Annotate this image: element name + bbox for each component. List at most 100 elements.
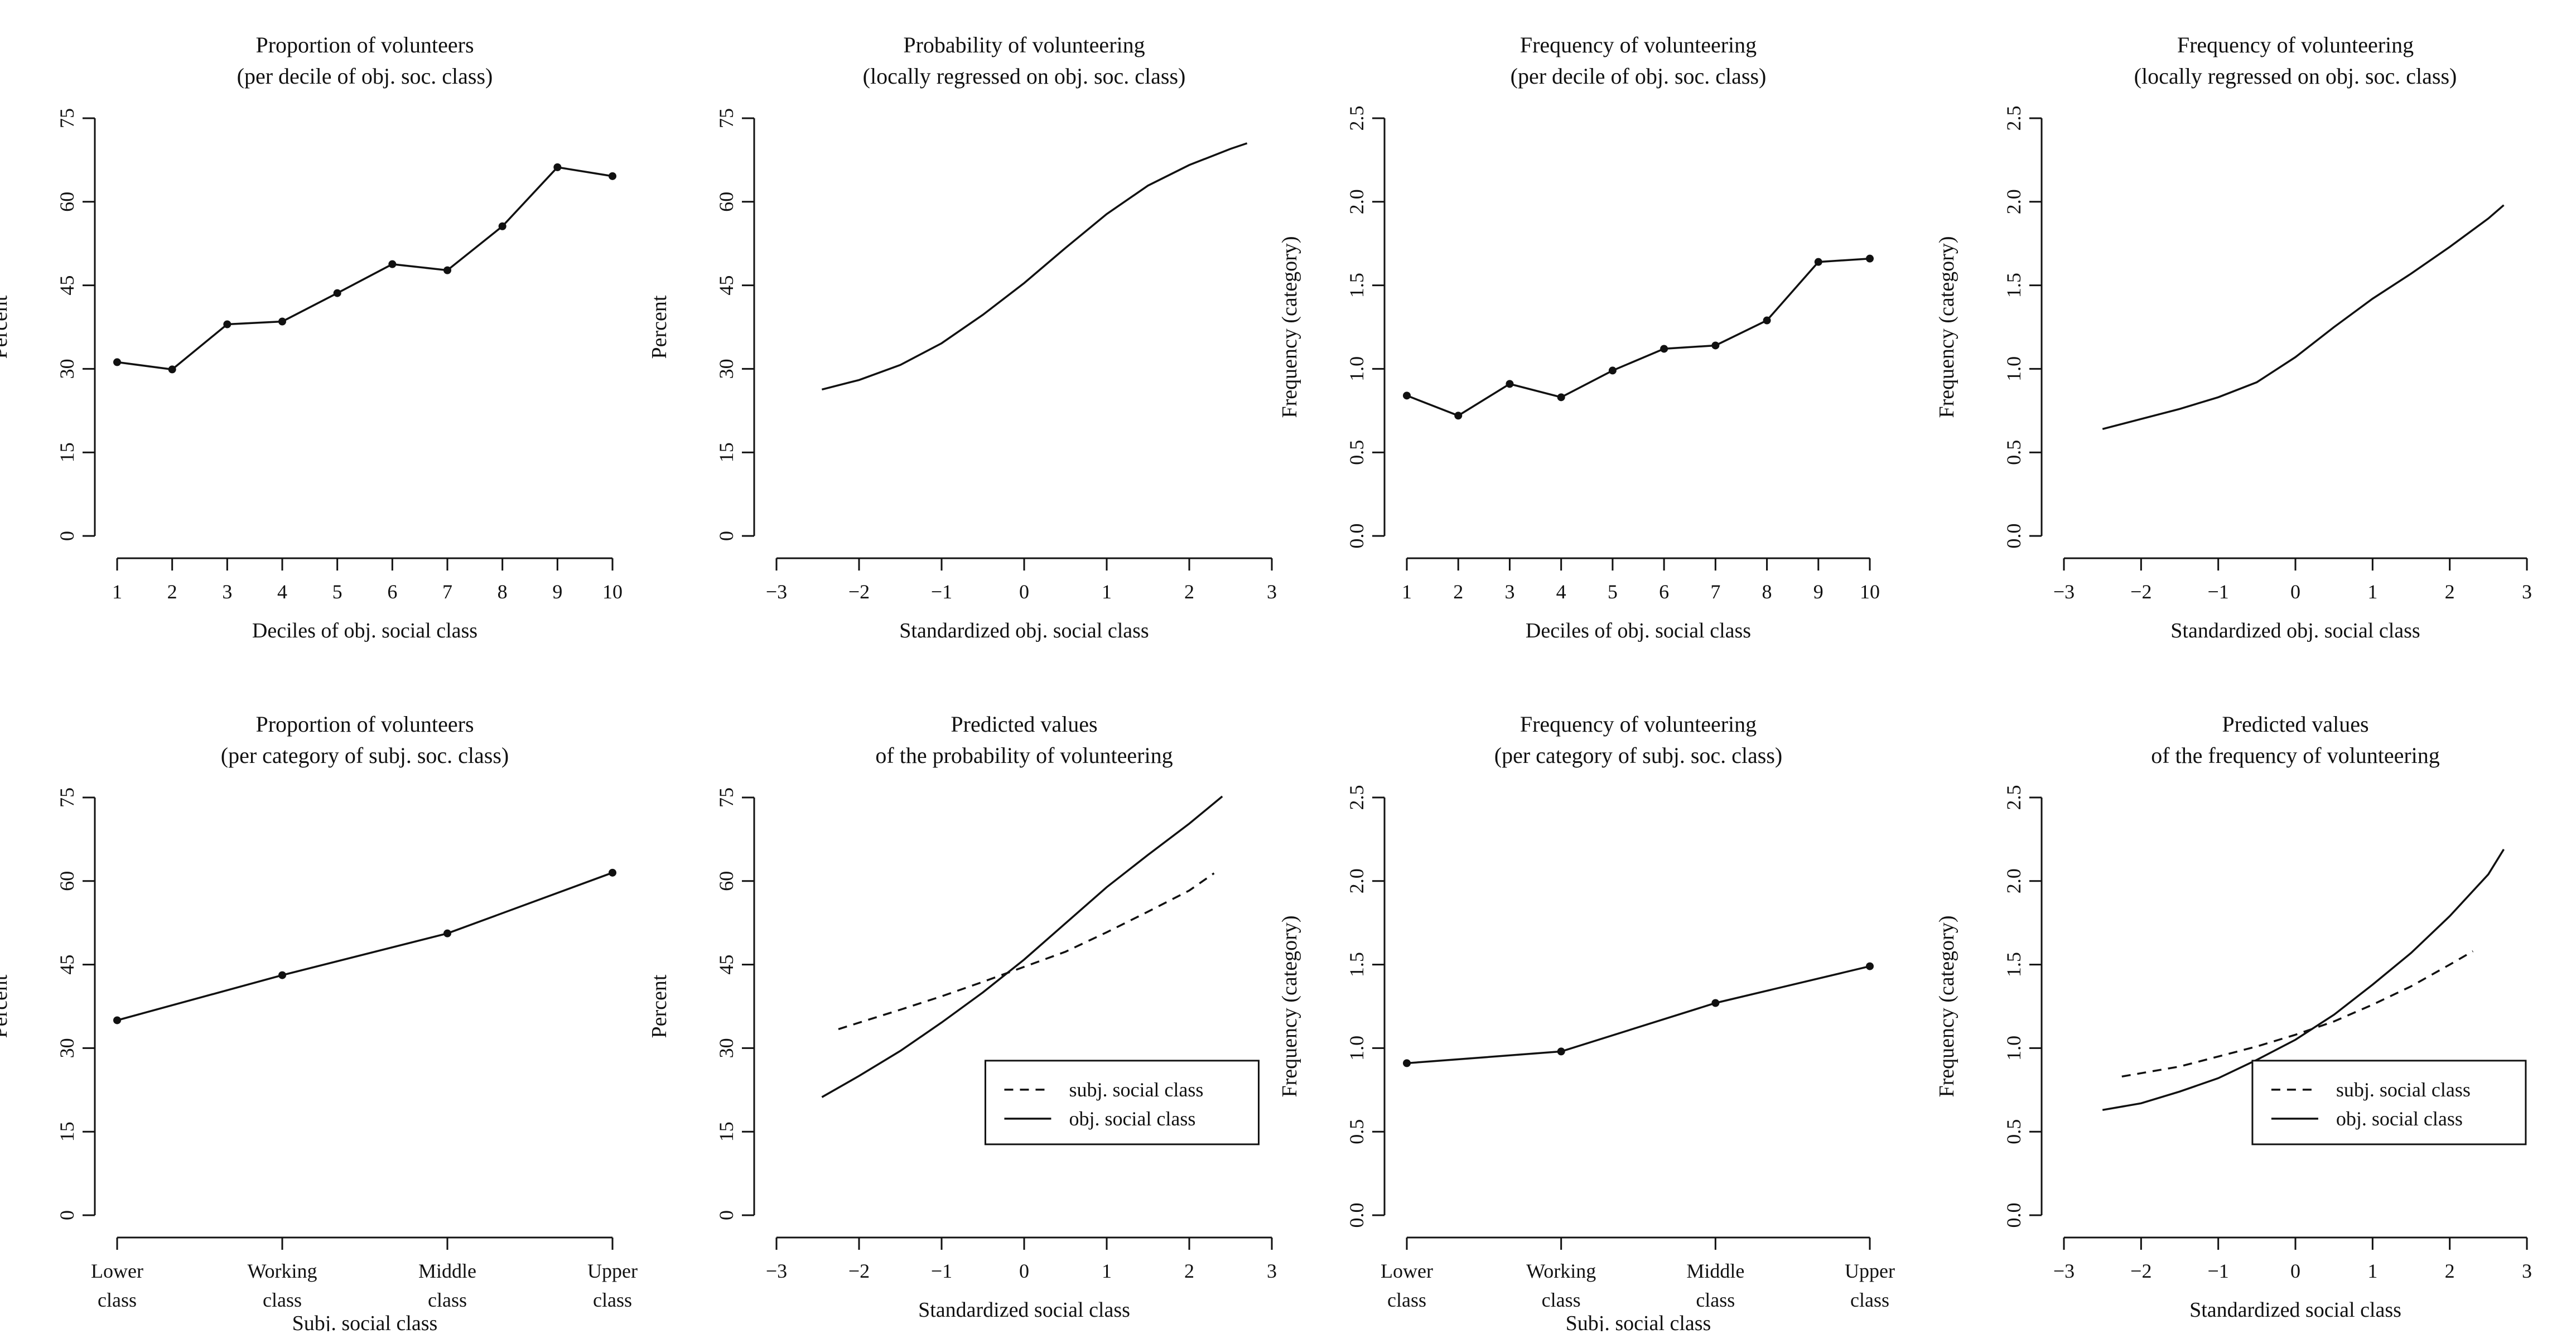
y-tick-label: 45 (56, 955, 78, 975)
x-tick-label: 1 (2367, 581, 2377, 603)
data-point (1557, 1047, 1565, 1056)
chart-title-line: Frequency of volunteering (2177, 32, 2414, 57)
x-tick-label: class (593, 1289, 632, 1311)
y-tick-label: 30 (56, 1038, 78, 1058)
y-tick-label: 0 (715, 531, 737, 541)
x-tick-label: −1 (2208, 581, 2229, 603)
data-point (113, 358, 121, 366)
data-point (223, 320, 231, 328)
y-tick-label: 1.0 (1345, 1036, 1368, 1061)
y-tick-label: 2.5 (1345, 106, 1368, 131)
y-axis-label: Percent (648, 295, 671, 359)
x-tick-label: 3 (1504, 581, 1514, 603)
chart-panel-5: Proportion of volunteers (per category of… (0, 712, 638, 1334)
data-point (388, 260, 397, 268)
chart-title-line: Proportion of volunteers (255, 712, 474, 737)
y-tick-label: 0.5 (1345, 1119, 1368, 1144)
y-tick-label: 0.5 (1345, 440, 1368, 465)
y-axis-label: Frequency (category) (1935, 915, 1958, 1097)
x-tick-label: class (1387, 1289, 1426, 1311)
y-tick-label: 2.5 (2003, 106, 2025, 131)
x-axis-label: Deciles of obj. social class (252, 619, 477, 642)
y-tick-label: 75 (56, 787, 78, 808)
data-point (1866, 254, 1874, 263)
x-tick-label: Middle (1686, 1260, 1744, 1282)
series-line-1 (117, 166, 613, 371)
chart-panel-1: Proportion of volunteers (per decile of o… (0, 32, 623, 642)
data-point (553, 163, 562, 171)
y-tick-label: 1.5 (2003, 952, 2025, 977)
data-point (333, 289, 341, 297)
chart-title-line: (per decile of obj. soc. class) (237, 64, 493, 89)
y-axis-label: Percent (648, 974, 671, 1038)
data-point (1454, 412, 1463, 420)
x-tick-label: Working (247, 1260, 317, 1282)
x-tick-label: 9 (1813, 581, 1824, 603)
y-tick-label: 1.0 (1345, 356, 1368, 381)
y-tick-label: 60 (56, 871, 78, 891)
x-tick-label: −1 (931, 581, 952, 603)
x-tick-label: Upper (587, 1260, 638, 1282)
data-point (1711, 341, 1720, 350)
x-tick-label: 2 (1184, 1260, 1194, 1282)
x-tick-label: −3 (766, 1260, 787, 1282)
chart-title-line: Probability of volunteering (903, 32, 1145, 57)
x-tick-label: class (428, 1289, 467, 1311)
y-tick-label: 0.0 (1345, 524, 1368, 549)
x-tick-label: 7 (1710, 581, 1720, 603)
series-line-1 (1406, 257, 1870, 417)
x-tick-label: 3 (2522, 1260, 2532, 1282)
x-tick-label: Upper (1845, 1260, 1895, 1282)
y-tick-label: 60 (56, 192, 78, 212)
x-tick-label: class (1850, 1289, 1889, 1311)
data-point (278, 317, 286, 326)
y-tick-label: 1.5 (1345, 952, 1368, 977)
chart-title-line: Frequency of volunteering (1520, 712, 1757, 737)
chart-title-line: (per category of subj. soc. class) (221, 743, 509, 768)
y-tick-label: 2.0 (2003, 868, 2025, 893)
x-axis-label: Standardized social class (918, 1298, 1130, 1322)
x-tick-label: 5 (332, 581, 342, 603)
chart-title-line: Predicted values (951, 712, 1097, 737)
y-tick-label: 2.5 (1345, 785, 1368, 810)
y-tick-label: 15 (715, 442, 737, 462)
x-tick-label: 4 (1556, 581, 1566, 603)
x-tick-label: 5 (1608, 581, 1618, 603)
y-tick-label: 45 (715, 955, 737, 975)
series-line-obj-social-class (821, 795, 1223, 1098)
y-tick-label: 30 (715, 1038, 737, 1058)
x-tick-label: class (1696, 1289, 1735, 1311)
x-tick-label: 8 (1762, 581, 1772, 603)
data-point (443, 266, 451, 274)
series-line-1 (1406, 965, 1870, 1065)
x-tick-label: −3 (766, 581, 787, 603)
y-tick-label: 0.5 (2003, 440, 2025, 465)
chart-panel-3: Frequency of volunteering (per decile of … (1278, 32, 1880, 642)
x-tick-label: 8 (498, 581, 508, 603)
x-tick-label: 2 (2445, 581, 2455, 603)
chart-title-line: of the probability of volunteering (875, 743, 1173, 768)
x-axis-label: Standardized obj. social class (2170, 619, 2420, 642)
y-tick-label: 1.5 (1345, 273, 1368, 298)
chart-panel-7: Frequency of volunteering (per category o… (1278, 712, 1895, 1334)
chart-title-line: Proportion of volunteers (255, 32, 474, 57)
y-tick-label: 0.0 (1345, 1203, 1368, 1228)
y-axis-label: Percent (0, 295, 12, 359)
x-tick-label: 0 (1019, 581, 1029, 603)
y-tick-label: 1.0 (2003, 356, 2025, 381)
series-line-1 (117, 872, 613, 1022)
y-tick-label: 0 (56, 531, 78, 541)
x-tick-label: 1 (1102, 581, 1112, 603)
data-point (1403, 1059, 1411, 1067)
y-tick-label: 1.5 (2003, 273, 2025, 298)
data-point (1608, 366, 1617, 375)
x-tick-label: −3 (2053, 581, 2075, 603)
x-tick-label: −3 (2053, 1260, 2075, 1282)
data-point (1660, 345, 1668, 353)
x-tick-label: −2 (848, 1260, 870, 1282)
legend-box (984, 1060, 1260, 1146)
y-tick-label: 2.0 (1345, 868, 1368, 893)
y-tick-label: 2.5 (2003, 785, 2025, 810)
